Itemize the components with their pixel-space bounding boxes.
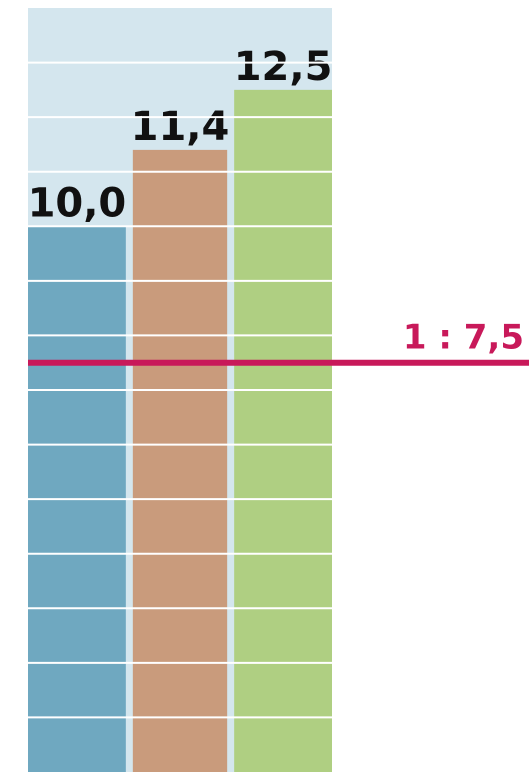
value-label: 11,4 xyxy=(131,104,230,150)
bar xyxy=(234,89,332,772)
value-label: 12,5 xyxy=(234,44,333,90)
reference-label: 1 : 7,5 xyxy=(403,318,524,358)
bar xyxy=(132,149,228,772)
value-label: 10,0 xyxy=(28,180,127,226)
